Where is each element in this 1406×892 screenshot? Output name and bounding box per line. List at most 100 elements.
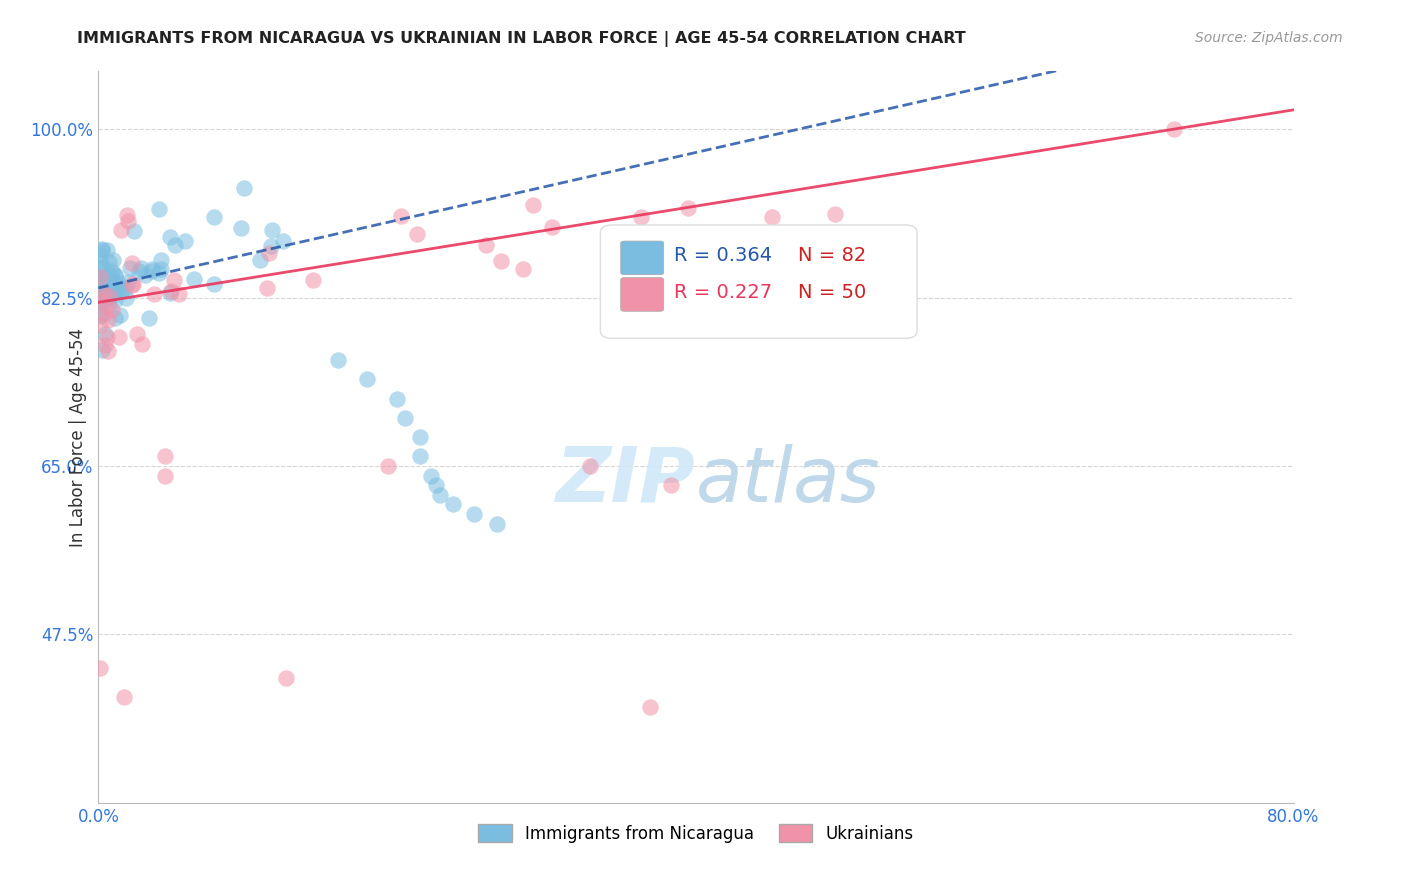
Point [377,458,399,473]
Point [163,273,186,287]
Point [659,478,682,492]
Point [148,202,170,217]
Point [409,430,432,444]
Point [486,516,509,531]
Point [93,286,115,301]
Point [104,268,127,283]
Point [96,330,118,344]
Point [134,268,156,282]
Point [101,253,124,268]
Point [356,372,378,386]
Point [104,284,127,298]
Point [91,280,114,294]
Point [475,237,498,252]
Point [110,222,132,236]
Point [463,507,485,521]
Point [512,262,534,277]
Point [94,338,117,352]
Point [108,280,131,294]
Point [202,210,225,224]
Point [260,239,283,253]
Point [274,671,297,685]
Point [93,307,115,321]
Point [103,293,125,307]
Point [89,248,111,262]
Point [155,450,177,464]
Point [150,253,173,268]
Point [489,254,512,268]
Point [93,277,115,291]
Point [163,238,186,252]
Point [824,207,846,221]
Text: IMMIGRANTS FROM NICARAGUA VS UKRAINIAN IN LABOR FORCE | AGE 45-54 CORRELATION CH: IMMIGRANTS FROM NICARAGUA VS UKRAINIAN I… [77,31,966,47]
Point [91,242,114,256]
Text: Source: ZipAtlas.com: Source: ZipAtlas.com [1195,31,1343,45]
Point [249,252,271,267]
Point [389,210,412,224]
Text: N = 50: N = 50 [797,283,866,301]
Point [104,310,127,325]
Point [115,291,138,305]
Point [94,270,117,285]
Point [97,289,120,303]
Point [91,343,114,357]
Point [143,286,166,301]
Point [100,268,122,283]
Point [100,289,122,303]
Point [148,266,170,280]
Point [761,211,783,225]
Point [91,260,114,274]
Point [94,284,117,298]
Point [89,270,111,285]
Point [153,468,176,483]
Point [90,271,112,285]
Point [124,224,146,238]
Point [638,699,661,714]
Point [256,281,278,295]
Point [104,269,127,284]
Point [409,450,432,464]
Point [160,284,183,298]
Legend: Immigrants from Nicaragua, Ukrainians: Immigrants from Nicaragua, Ukrainians [471,818,921,849]
Point [117,214,139,228]
Point [112,690,135,704]
Point [613,254,636,268]
Point [111,284,134,298]
Point [425,478,447,492]
FancyBboxPatch shape [620,277,664,311]
Point [96,300,118,314]
Point [406,227,429,241]
Point [257,246,280,260]
Point [90,282,112,296]
Point [385,392,408,406]
Point [89,292,111,306]
Point [91,243,114,257]
Point [97,343,120,358]
Point [98,255,121,269]
Text: R = 0.364: R = 0.364 [675,246,772,265]
Point [97,313,120,327]
Point [522,198,544,212]
Point [260,222,283,236]
Point [89,307,111,321]
Point [101,303,124,318]
Point [578,458,600,473]
Point [94,326,117,341]
Point [173,234,195,248]
Point [104,285,127,299]
Point [630,210,652,224]
Point [97,290,120,304]
Point [441,498,464,512]
Point [108,330,131,344]
Point [96,291,118,305]
Point [120,260,142,275]
Point [89,260,111,275]
Point [127,326,149,341]
Y-axis label: In Labor Force | Age 45-54: In Labor Force | Age 45-54 [69,327,87,547]
Point [678,201,700,215]
Point [150,261,173,276]
Point [100,274,122,288]
Point [419,468,441,483]
Point [114,280,136,294]
Point [541,220,564,235]
